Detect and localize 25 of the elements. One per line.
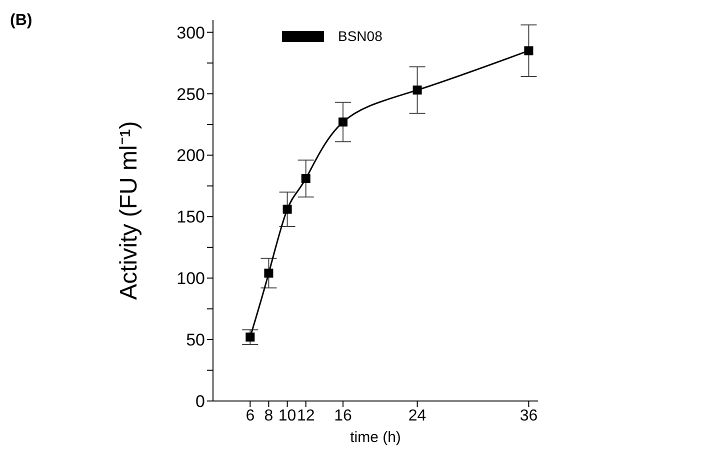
x-tick-label: 10 [278, 407, 296, 424]
point [524, 46, 534, 56]
y-tick-label: 200 [176, 146, 205, 166]
point [264, 268, 274, 278]
legend-label: BSN08 [338, 28, 382, 44]
y-tick-label: 50 [186, 330, 205, 350]
point [282, 204, 292, 214]
x-tick-label: 36 [520, 407, 538, 424]
point [338, 118, 348, 127]
x-axis-title: time (h) [350, 429, 401, 446]
x-tick-label: 6 [246, 407, 255, 424]
x-tick-label: 24 [408, 407, 426, 424]
x-tick-label: 12 [296, 407, 315, 424]
y-tick-label: 150 [176, 208, 205, 227]
point [246, 332, 255, 342]
x-tick-label: 16 [334, 407, 352, 424]
y-tick-label: 250 [176, 84, 205, 104]
x-tick-label: 8 [264, 407, 274, 424]
text: (B) [10, 12, 32, 30]
point [412, 86, 422, 95]
y-tick-label: 0 [196, 392, 205, 412]
y-axis-title: Activity (FU ml⁻¹) [116, 121, 143, 300]
point [301, 174, 310, 184]
y-tick-label: 300 [176, 23, 205, 42]
y-tick-label: 100 [176, 269, 205, 288]
